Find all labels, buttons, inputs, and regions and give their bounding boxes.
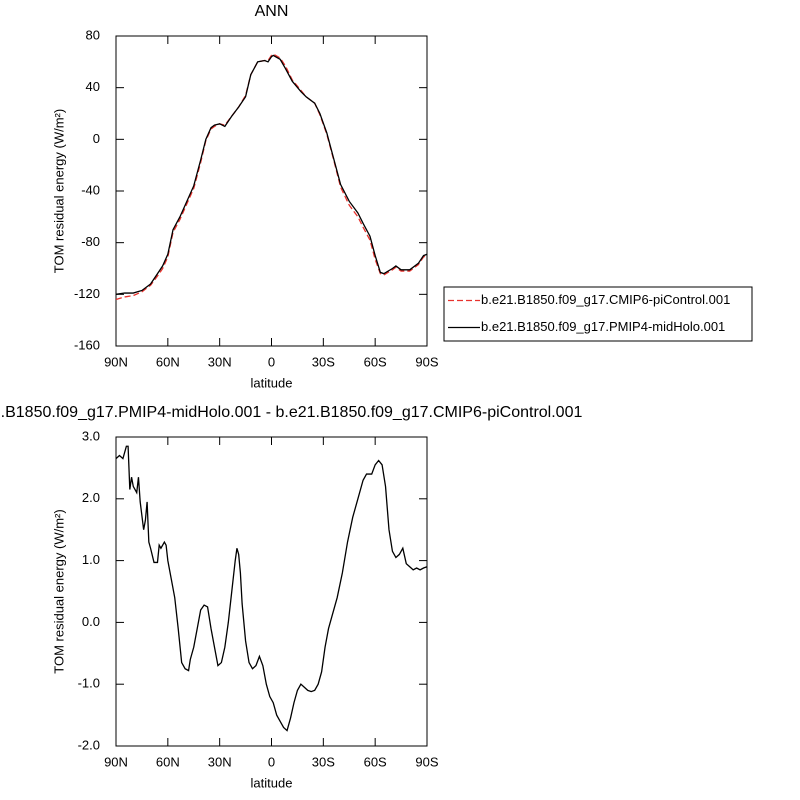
y-tick-label: -1.0 [78,676,100,691]
data-line [115,445,428,732]
x-tick-label: 30N [208,354,232,369]
x-axis-label: latitude [251,775,293,790]
x-tick-label: 60N [156,754,180,769]
y-tick-label: -40 [81,182,100,197]
y-tick-label: -120 [74,286,100,301]
y-tick-label: -80 [81,234,100,249]
y-tick-label: 80 [86,27,100,42]
x-tick-label: 60S [364,354,387,369]
x-tick-label: 90N [104,354,128,369]
x-tick-label: 30N [208,754,232,769]
legend-label: b.e21.B1850.f09_g17.PMIP4-midHolo.001 [481,319,725,334]
x-axis-label: latitude [251,375,293,390]
y-tick-label: 1.0 [82,552,100,567]
y-tick-label: -2.0 [78,737,100,752]
legend-box [443,286,753,342]
x-tick-label: 30S [312,354,335,369]
y-tick-label: -160 [74,337,100,352]
y-tick-label: 40 [86,79,100,94]
x-tick-label: 60S [364,754,387,769]
x-tick-label: 60N [156,354,180,369]
legend-label: b.e21.B1850.f09_g17.CMIP6-piControl.001 [481,292,730,307]
x-tick-label: 90S [415,354,438,369]
y-tick-label: 2.0 [82,490,100,505]
y-axis-label: TOM residual energy (W/m²) [51,109,66,273]
y-tick-label: 3.0 [82,428,100,443]
plot-frame [115,35,428,347]
y-tick-label: 0.0 [82,614,100,629]
x-tick-label: 0 [268,754,275,769]
x-tick-label: 30S [312,754,335,769]
data-line [115,53,428,301]
x-tick-label: 90S [415,754,438,769]
x-tick-label: 90N [104,754,128,769]
x-tick-label: 0 [268,354,275,369]
y-tick-label: 0 [93,131,100,146]
chart-title: ANN [255,3,289,20]
y-axis-label: TOM residual energy (W/m²) [51,509,66,673]
chart-title: b.e21.B1850.f09_g17.PMIP4-midHolo.001 - … [0,404,582,421]
data-line [115,54,428,295]
